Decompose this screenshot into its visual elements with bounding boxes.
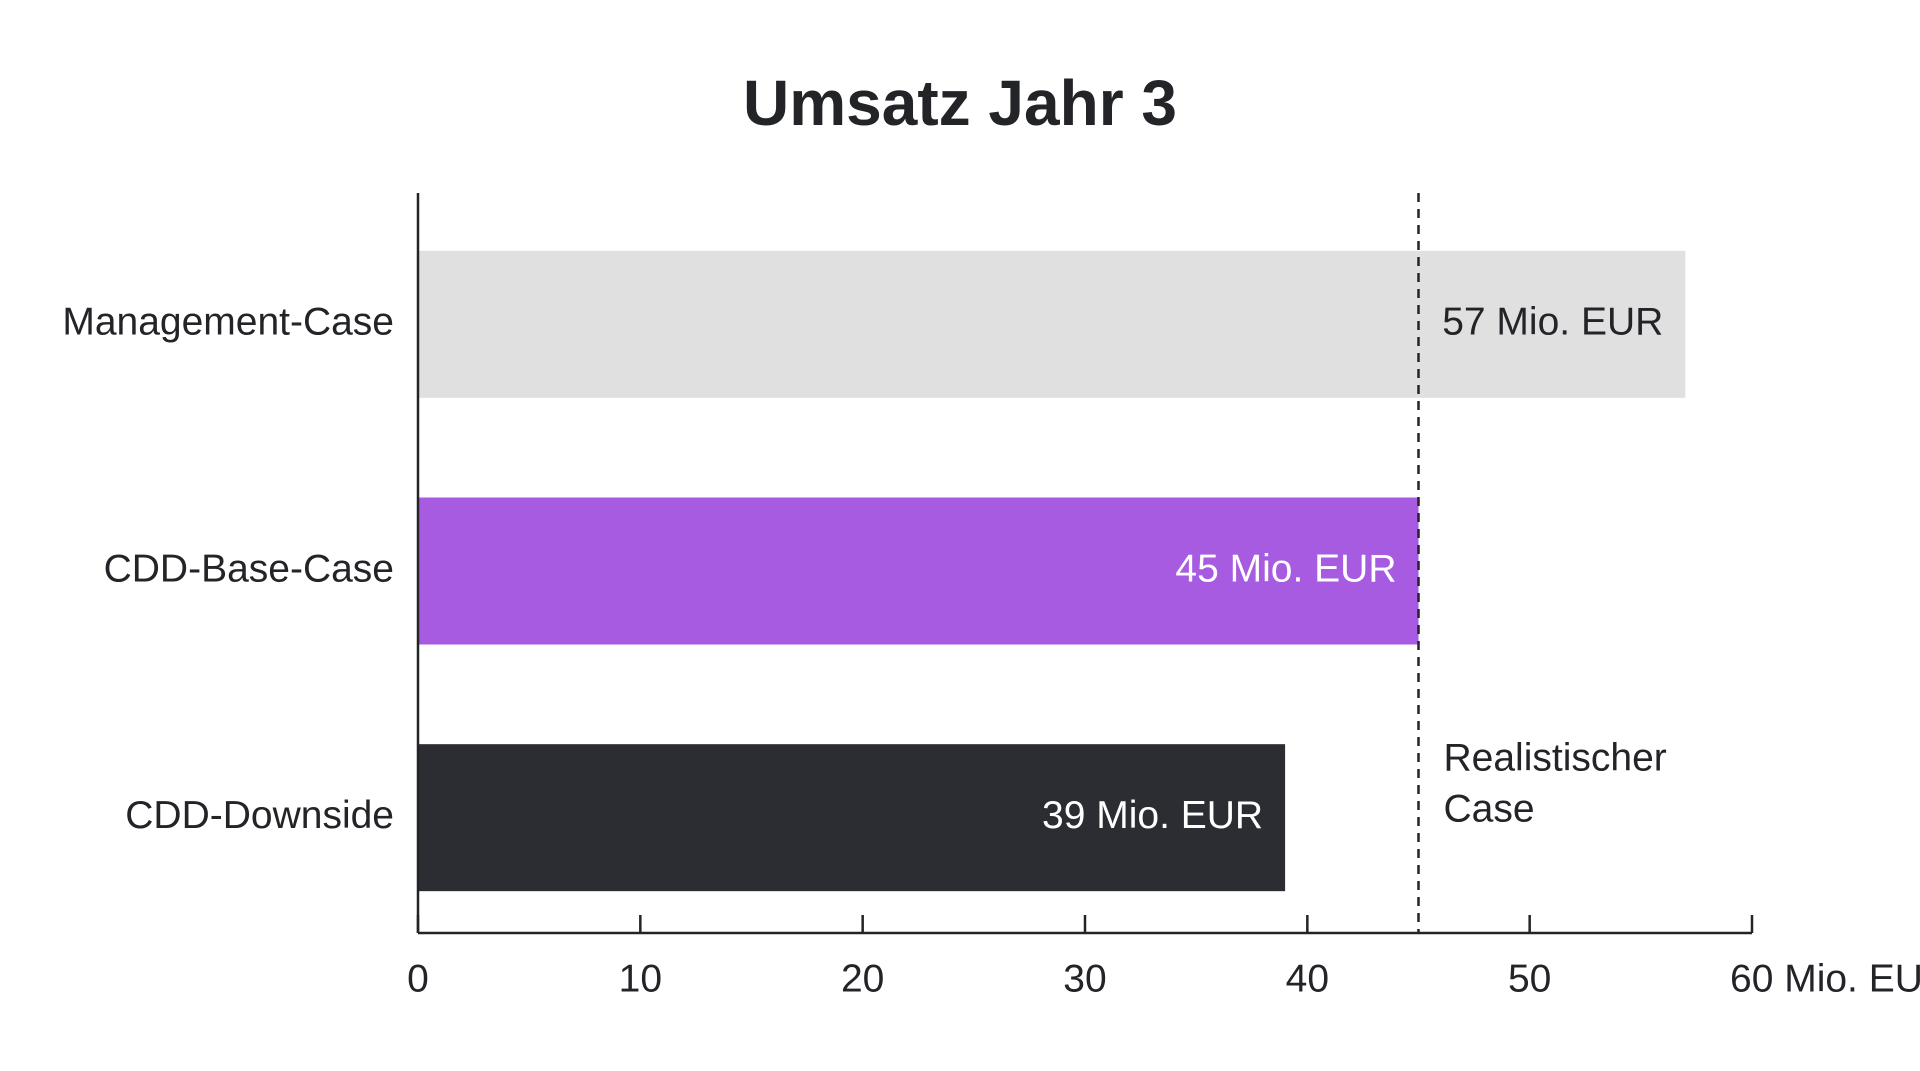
category-label: CDD-Base-Case (104, 547, 394, 590)
x-tick-label: 60 Mio. EUR (1730, 957, 1920, 1000)
value-label: 57 Mio. EUR (1442, 301, 1663, 344)
category-label: Management-Case (62, 301, 394, 344)
x-tick-label: 0 (407, 957, 429, 1000)
bar (418, 497, 1419, 645)
category-label: CDD-Downside (125, 794, 394, 837)
x-tick-label: 30 (1063, 957, 1106, 1000)
x-tick-label: 10 (619, 957, 662, 1000)
reference-label: Case (1444, 787, 1535, 830)
x-tick-label: 40 (1286, 957, 1329, 1000)
bar (418, 744, 1286, 892)
reference-label: Realistischer (1444, 736, 1667, 779)
x-tick-label: 20 (841, 957, 884, 1000)
value-label: 39 Mio. EUR (1042, 794, 1263, 837)
chart-title: Umsatz Jahr 3 (743, 67, 1177, 139)
value-label: 45 Mio. EUR (1175, 547, 1396, 590)
bar (418, 250, 1686, 398)
x-tick-label: 50 (1508, 957, 1551, 1000)
